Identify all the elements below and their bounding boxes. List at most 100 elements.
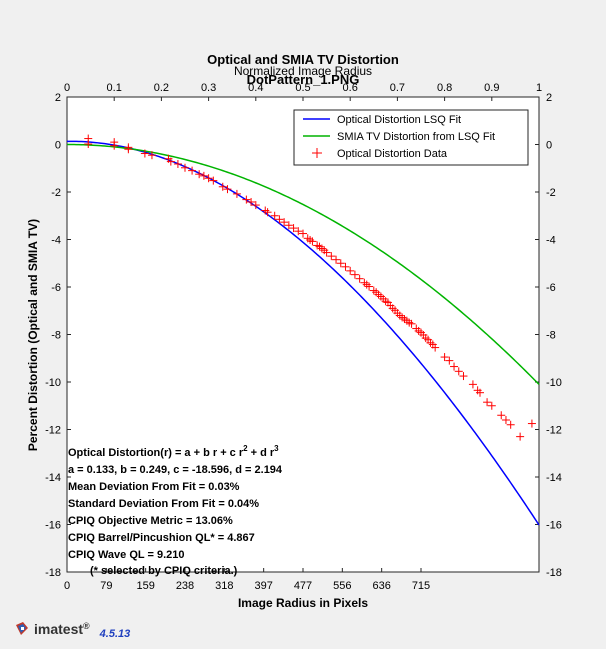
data-point-marker: [341, 262, 350, 271]
left-tick-label: -12: [45, 425, 61, 437]
right-tick-label: -16: [546, 520, 562, 532]
bottom-tick-label: 159: [136, 580, 154, 592]
top-tick-label: 0.6: [343, 82, 358, 94]
right-tick-label: -2: [546, 187, 556, 199]
cpiq-wave-text: CPIQ Wave QL = 9.210: [68, 549, 184, 561]
data-point-marker: [497, 411, 506, 420]
data-point-marker: [476, 388, 484, 397]
data-point-marker: [431, 343, 440, 352]
top-tick-label: 0.2: [154, 82, 169, 94]
data-point-marker: [181, 163, 189, 172]
data-point-marker: [251, 201, 260, 210]
data-point-marker: [280, 218, 289, 227]
left-tick-label: 2: [55, 92, 61, 104]
right-tick-label: -10: [546, 377, 562, 389]
legend-fit-label: Optical Distortion LSQ Fit: [337, 114, 461, 126]
curves: [66, 140, 540, 526]
chart-title-line2: DotPattern_1.PNG: [247, 72, 360, 87]
left-tick-label: -2: [51, 187, 61, 199]
cpiq-metric-text: CPIQ Objective Metric = 13.06%: [68, 515, 233, 527]
data-point-marker: [322, 248, 331, 257]
left-tick-label: -8: [51, 330, 61, 342]
top-tick-label: 0.4: [248, 82, 263, 94]
data-point-marker: [263, 208, 272, 217]
chart-title-line1: Optical and SMIA TV Distortion: [207, 52, 399, 67]
right-tick-label: -12: [546, 425, 562, 437]
data-point-marker: [84, 140, 93, 149]
data-point-marker: [173, 159, 182, 168]
data-point-marker: [188, 166, 197, 175]
bottom-tick-label: 715: [412, 580, 430, 592]
top-tick-label: 0.8: [437, 82, 452, 94]
data-point-marker: [218, 182, 227, 191]
mean-deviation-text: Mean Deviation From Fit = 0.03%: [68, 481, 240, 493]
plot-area: [66, 96, 540, 573]
y-axis-label: Percent Distortion (Optical and SMIA TV): [26, 219, 40, 451]
data-point-marker: [223, 185, 232, 194]
data-point-marker: [275, 215, 284, 224]
left-tick-label: -4: [51, 235, 61, 247]
left-tick-label: -10: [45, 377, 61, 389]
data-point-marker: [270, 211, 279, 220]
bottom-tick-label: 318: [215, 580, 233, 592]
version-label: 4.5.13: [99, 628, 131, 640]
top-tick-label: 1: [536, 82, 542, 94]
formula-text: Optical Distortion(r) = a + b r + c r2 +…: [68, 444, 279, 459]
std-deviation-text: Standard Deviation From Fit = 0.04%: [68, 498, 259, 510]
bottom-tick-label: 397: [254, 580, 272, 592]
data-point-marker: [468, 380, 477, 389]
data-point-marker: [140, 149, 149, 158]
data-point-marker: [110, 141, 119, 150]
right-tick-label: -4: [546, 235, 556, 247]
cpiq-barrel-text: CPIQ Barrel/Pincushion QL* = 4.867: [68, 532, 255, 544]
bottom-tick-label: 79: [100, 580, 112, 592]
data-point-marker: [247, 197, 256, 206]
legend: Optical Distortion LSQ Fit SMIA TV Disto…: [293, 109, 529, 166]
data-point-marker: [365, 282, 374, 291]
data-point-marker: [327, 252, 336, 261]
top-axis-label: Normalized Image Radius: [234, 64, 372, 78]
data-point-marker: [242, 195, 251, 204]
data-point-marker: [195, 170, 204, 179]
data-point-marker: [487, 401, 496, 410]
data-point-marker: [506, 420, 515, 429]
data-point-marker: [454, 367, 463, 376]
top-tick-label: 0.9: [484, 82, 499, 94]
axis-ticks: 0 0.1 0.2 0.3 0.4 0.5 0.6 0.7 0.8 0.9 1 0 79 159 238 31…: [45, 82, 562, 592]
data-point-marker: [440, 353, 449, 362]
smia-curve-line: [66, 143, 540, 385]
data-point-marker: [516, 432, 525, 441]
bottom-tick-label: 0: [64, 580, 70, 592]
data-markers: [84, 134, 536, 441]
x-axis-label: Image Radius in Pixels: [238, 596, 368, 610]
data-point-marker: [199, 171, 208, 180]
right-tick-label: 2: [546, 92, 552, 104]
data-point-marker: [350, 270, 359, 279]
right-tick-label: -6: [546, 282, 556, 294]
data-point-marker: [209, 176, 218, 185]
left-tick-label: -6: [51, 282, 61, 294]
bottom-tick-label: 238: [176, 580, 194, 592]
fit-curve-line: [66, 140, 540, 526]
left-tick-label: -14: [45, 472, 61, 484]
data-point-marker: [308, 237, 317, 246]
data-point-marker: [284, 221, 293, 230]
data-point-marker: [232, 189, 241, 198]
data-point-marker: [336, 259, 345, 268]
imatest-logo: imatest® 4.5.13: [14, 618, 130, 640]
right-tick-label: 0: [546, 140, 552, 152]
bottom-tick-label: 636: [372, 580, 390, 592]
data-point-marker: [483, 398, 492, 407]
left-tick-label: 0: [55, 140, 61, 152]
data-point-marker: [501, 416, 510, 424]
bottom-tick-label: 556: [333, 580, 351, 592]
data-point-marker: [289, 224, 298, 233]
data-point-marker: [445, 356, 454, 365]
data-point-marker: [332, 255, 341, 264]
data-point-marker: [124, 145, 133, 154]
data-point-marker: [407, 319, 416, 328]
data-point-marker: [459, 372, 468, 381]
legend-smia-label: SMIA TV Distortion from LSQ Fit: [337, 131, 495, 143]
legend-data-label: Optical Distortion Data: [337, 148, 448, 160]
left-tick-label: -16: [45, 520, 61, 532]
